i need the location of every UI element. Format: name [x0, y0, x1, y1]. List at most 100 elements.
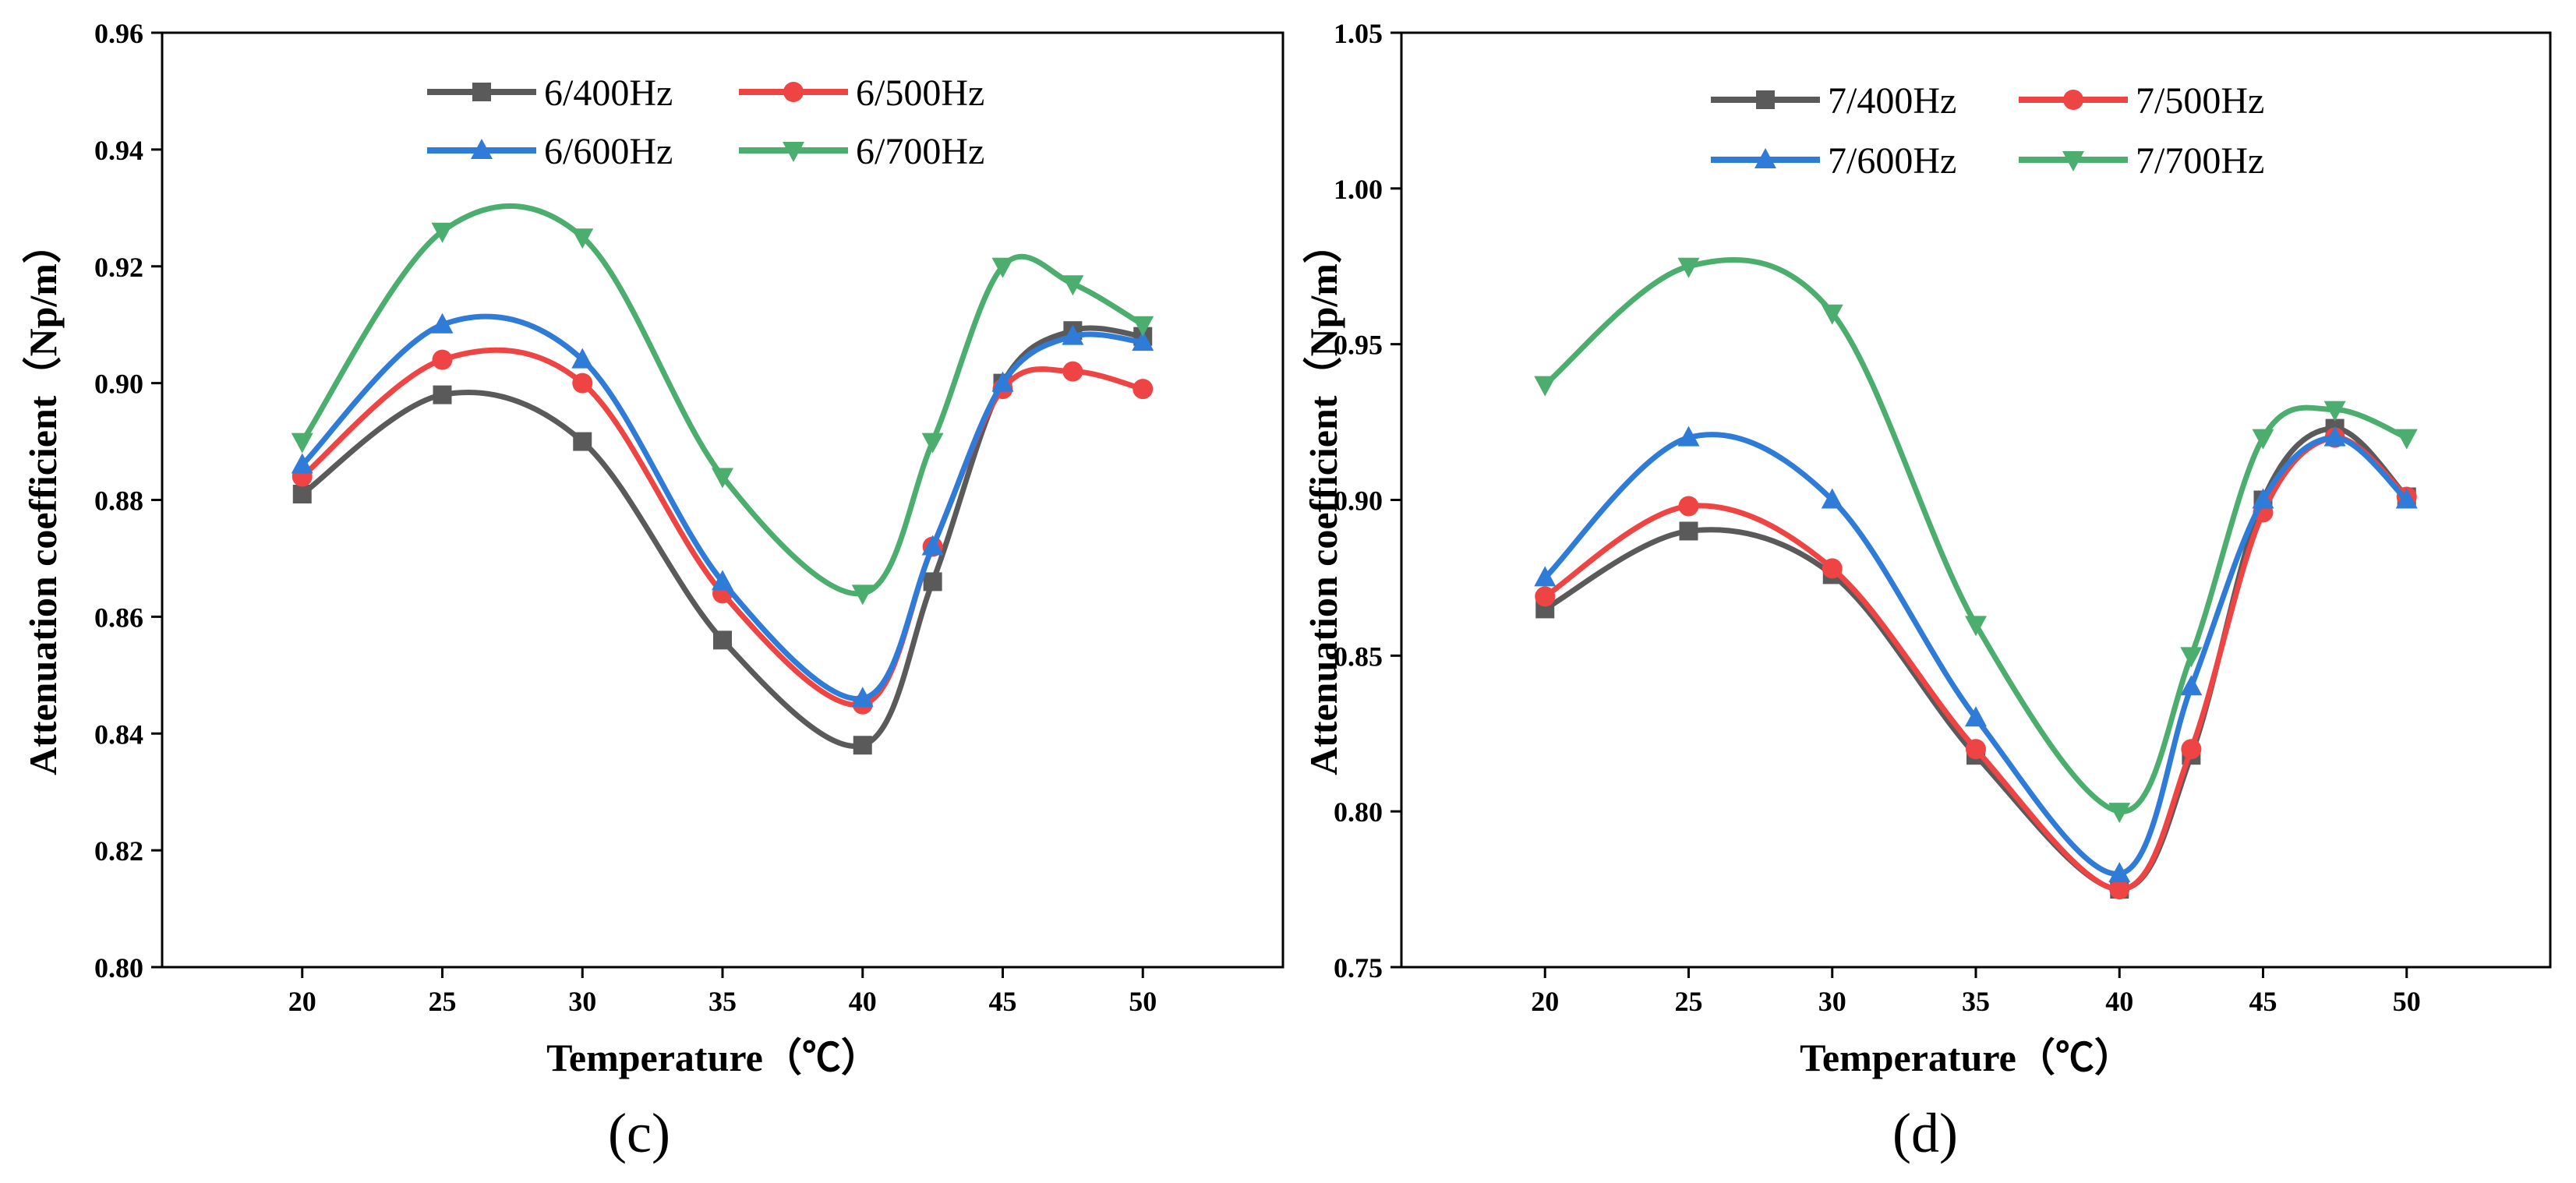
y-tick-label: 0.75 — [1334, 952, 1383, 983]
data-point — [2181, 739, 2202, 760]
plot-frame — [1400, 31, 2552, 969]
x-tick-label: 30 — [1818, 986, 1846, 1017]
series-line — [299, 347, 1146, 708]
data-point — [1966, 739, 1986, 760]
x-axis-title: Temperature（℃） — [1800, 1036, 2133, 1079]
data-point — [1062, 275, 1084, 296]
series-line — [1542, 432, 2410, 877]
data-point — [1678, 496, 1699, 517]
x-tick-label: 50 — [1129, 986, 1157, 1017]
series-7/600Hz — [1534, 426, 2418, 883]
plot-frame — [161, 31, 1284, 969]
series-6/500Hz — [292, 347, 1154, 715]
data-point — [921, 535, 944, 556]
data-point — [712, 570, 733, 591]
y-tick-label: 0.80 — [1334, 796, 1383, 828]
x-tick-label: 35 — [1962, 986, 1990, 1017]
series-6/700Hz — [291, 203, 1154, 606]
data-point — [571, 228, 594, 249]
data-point — [2109, 879, 2130, 900]
legend-marker — [1756, 90, 1775, 109]
legend-label: 6/600Hz — [544, 131, 673, 172]
data-point — [2252, 488, 2274, 509]
series-6/400Hz — [292, 321, 1153, 755]
legend-label: 7/700Hz — [2136, 140, 2264, 182]
x-tick-label: 50 — [2393, 986, 2421, 1017]
data-point — [1133, 379, 1154, 400]
x-tick-label: 45 — [2249, 986, 2277, 1017]
data-point — [431, 222, 454, 243]
data-point — [712, 468, 733, 489]
data-point — [291, 453, 313, 474]
x-tick-label: 40 — [2105, 986, 2133, 1017]
y-tick-label: 0.90 — [1334, 486, 1383, 517]
y-tick-label: 0.94 — [94, 135, 143, 166]
legend-marker — [783, 142, 804, 162]
legend-item: 7/500Hz — [2019, 80, 2264, 122]
panel-label: (c) — [608, 1102, 670, 1164]
legend-marker — [1754, 148, 1776, 168]
y-tick-label: 0.96 — [94, 18, 143, 49]
legend-item: 6/600Hz — [427, 131, 673, 172]
legend-label: 7/500Hz — [2136, 80, 2264, 122]
legend: 6/400Hz 6/500Hz 6/600Hz 6/700Hz — [427, 72, 984, 172]
legend-item: 7/400Hz — [1711, 80, 1956, 122]
data-point — [433, 385, 452, 404]
data-point — [2108, 803, 2131, 824]
x-tick-label: 35 — [708, 986, 737, 1017]
legend-item: 7/600Hz — [1711, 140, 1956, 182]
legend-marker — [471, 139, 493, 159]
legend-item: 6/400Hz — [427, 72, 673, 114]
data-point — [1679, 521, 1698, 541]
data-point — [1534, 566, 1557, 587]
data-point — [2323, 426, 2346, 447]
legend-label: 7/400Hz — [1828, 80, 1956, 122]
chart-panel-c: 0.80 0.82 0.84 0.86 0.88 0.90 0.92 0.94 0.96 20 25… — [21, 18, 1284, 1164]
data-point — [2180, 675, 2203, 696]
series-6/600Hz — [291, 313, 1154, 708]
y-tick-label: 1.05 — [1334, 18, 1383, 49]
y-axis-title: Attenuation coefficient（Np/m） — [21, 224, 65, 775]
data-point — [1677, 257, 1700, 278]
data-point — [2108, 862, 2131, 883]
data-point — [2323, 401, 2346, 422]
series-7/500Hz — [1535, 427, 2417, 900]
x-tick-label: 20 — [288, 986, 316, 1017]
data-point — [1821, 304, 1843, 325]
legend-label: 6/500Hz — [856, 72, 984, 114]
legend-marker — [2062, 151, 2084, 171]
data-point — [2180, 647, 2203, 668]
data-point — [2252, 429, 2274, 450]
y-tick-label: 0.85 — [1334, 641, 1383, 672]
series-7/700Hz — [1534, 256, 2418, 824]
legend-marker — [783, 82, 804, 102]
data-point — [713, 630, 732, 650]
data-point — [571, 348, 594, 369]
data-point — [851, 687, 874, 708]
legend-marker — [2063, 90, 2083, 110]
data-point — [432, 349, 453, 370]
legend-label: 6/700Hz — [856, 131, 984, 172]
series-line — [299, 325, 1146, 749]
data-point — [1965, 706, 1987, 727]
data-point — [851, 584, 874, 606]
data-point — [991, 371, 1014, 392]
series-7/400Hz — [1535, 418, 2416, 899]
data-point — [292, 485, 312, 504]
data-point — [1062, 361, 1083, 382]
series-line — [1542, 256, 2410, 814]
x-tick-label: 30 — [568, 986, 596, 1017]
chart-panel-d: 0.75 0.80 0.85 0.90 0.95 1.00 1.05 20 25 30 35 40 45… — [1302, 18, 2552, 1164]
x-tick-label: 40 — [849, 986, 877, 1017]
x-tick-label: 25 — [429, 986, 457, 1017]
y-tick-label: 0.88 — [94, 486, 143, 517]
data-point — [1822, 558, 1843, 579]
data-point — [1534, 376, 1557, 397]
x-axis-title: Temperature（℃） — [546, 1036, 880, 1079]
x-tick-label: 20 — [1531, 986, 1559, 1017]
data-point — [431, 313, 454, 334]
data-point — [1535, 586, 1556, 607]
x-tick-label: 45 — [989, 986, 1017, 1017]
y-tick-label: 0.84 — [94, 719, 143, 750]
